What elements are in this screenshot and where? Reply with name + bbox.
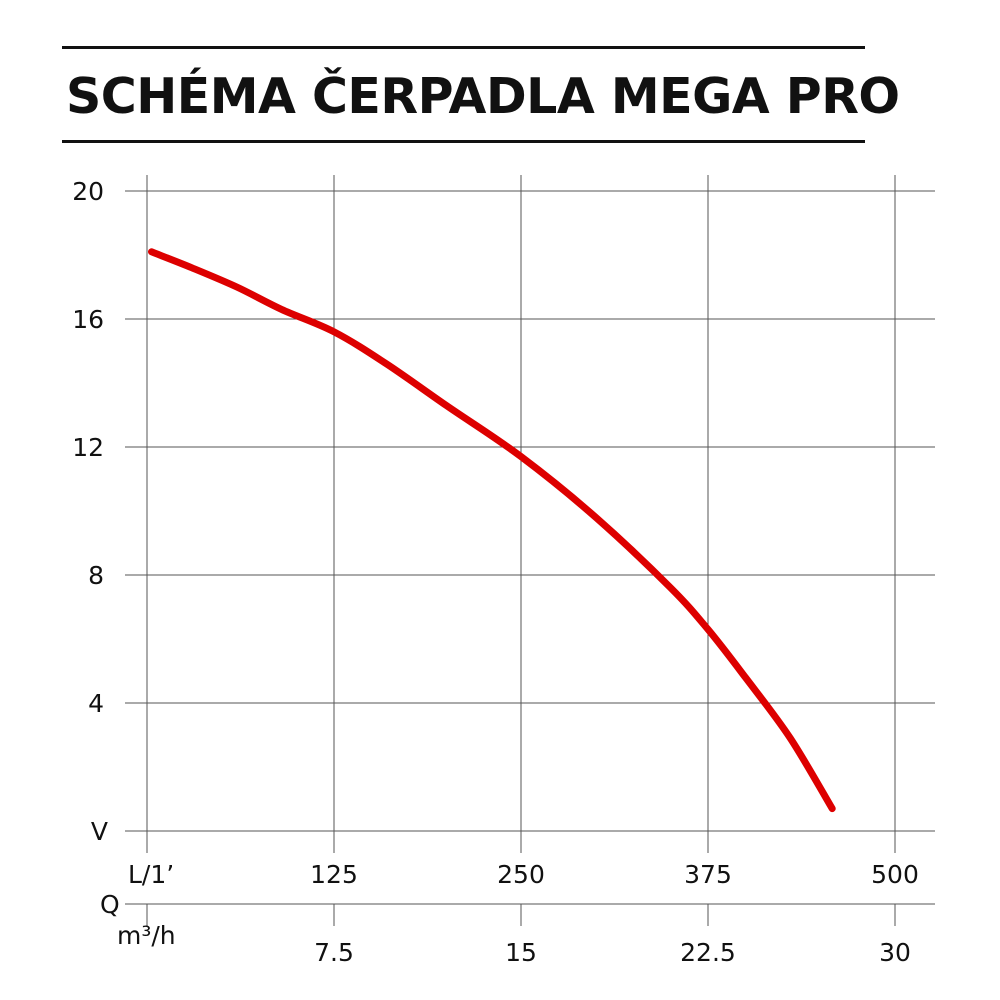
chart-title: SCHÉMA ČERPADLA MEGA PRO [66, 68, 900, 125]
x-unit-tick-label: 22.5 [680, 938, 736, 967]
x-unit-tick-label: 15 [505, 938, 537, 967]
x-axis-quantity-label: Q [100, 890, 120, 919]
x-flow-tick-label: 500 [871, 860, 919, 889]
y-tick-label: 16 [72, 305, 104, 334]
series-layer [148, 248, 836, 813]
x-unit-tick-label: 30 [879, 938, 911, 967]
y-tick-label: 8 [88, 561, 104, 590]
title-block: SCHÉMA ČERPADLA MEGA PRO [0, 0, 1000, 160]
title-top-rule [62, 46, 865, 49]
y-tick-label: 4 [88, 689, 104, 718]
pump-curve-line [148, 248, 836, 813]
x-axis-flow-label: L/1’ [128, 860, 174, 889]
grid-layer [125, 175, 935, 926]
x-axis-unit-label: m³/h [117, 921, 176, 950]
x-flow-tick-label: 375 [684, 860, 732, 889]
x-flow-tick-label: 250 [497, 860, 545, 889]
y-tick-label: 12 [72, 433, 104, 462]
x-flow-tick-label: 125 [310, 860, 358, 889]
axis-label-layer: V L/1’ Q m³/h [91, 817, 176, 950]
x-unit-tick-label: 7.5 [314, 938, 354, 967]
tick-label-layer: 20 16 12 8 4 125 250 375 500 7.5 15 22.5 30 [72, 177, 919, 967]
y-axis-base-label: V [91, 817, 108, 846]
y-tick-label: 20 [72, 177, 104, 206]
title-bottom-rule [62, 140, 865, 143]
